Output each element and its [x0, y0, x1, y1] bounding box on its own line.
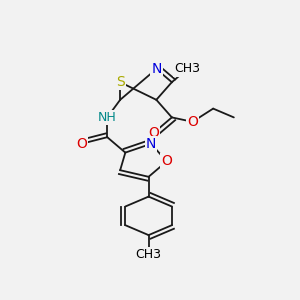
Text: N: N [151, 62, 161, 76]
Text: CH3: CH3 [174, 62, 200, 76]
Text: NH: NH [98, 111, 117, 124]
Text: O: O [187, 115, 198, 129]
Text: O: O [148, 126, 159, 140]
Text: CH3: CH3 [136, 248, 162, 261]
Text: N: N [146, 137, 156, 151]
Text: S: S [116, 75, 124, 89]
Text: O: O [161, 154, 172, 168]
Text: O: O [76, 137, 87, 151]
